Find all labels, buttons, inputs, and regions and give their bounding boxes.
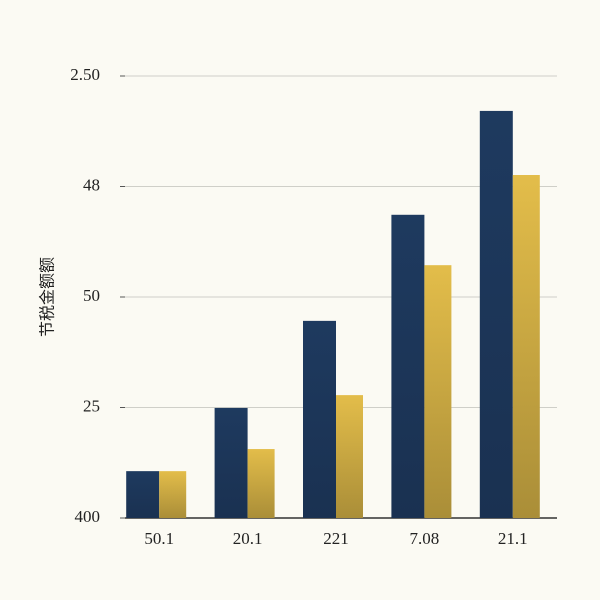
bar: [479, 110, 513, 518]
x-tick-label: 7.08: [410, 529, 440, 548]
y-tick-label: 25: [83, 396, 100, 415]
bar: [512, 175, 540, 518]
x-tick-label: 20.1: [233, 529, 263, 548]
bar: [214, 407, 248, 518]
y-tick-label: 48: [83, 175, 100, 194]
y-tick-label: 2.50: [70, 65, 100, 84]
bar: [391, 214, 425, 518]
y-tick-label: 400: [75, 507, 101, 526]
bar: [424, 265, 452, 518]
bar: [247, 449, 275, 518]
bar: [159, 471, 187, 518]
bar: [303, 320, 336, 518]
x-tick-label: 221: [323, 529, 349, 548]
bar: [126, 471, 160, 518]
y-axis-label: 节税金额额: [38, 257, 57, 337]
x-tick-label: 50.1: [144, 529, 174, 548]
bar: [336, 395, 363, 518]
x-tick-label: 21.1: [498, 529, 528, 548]
y-tick-label: 50: [83, 286, 100, 305]
